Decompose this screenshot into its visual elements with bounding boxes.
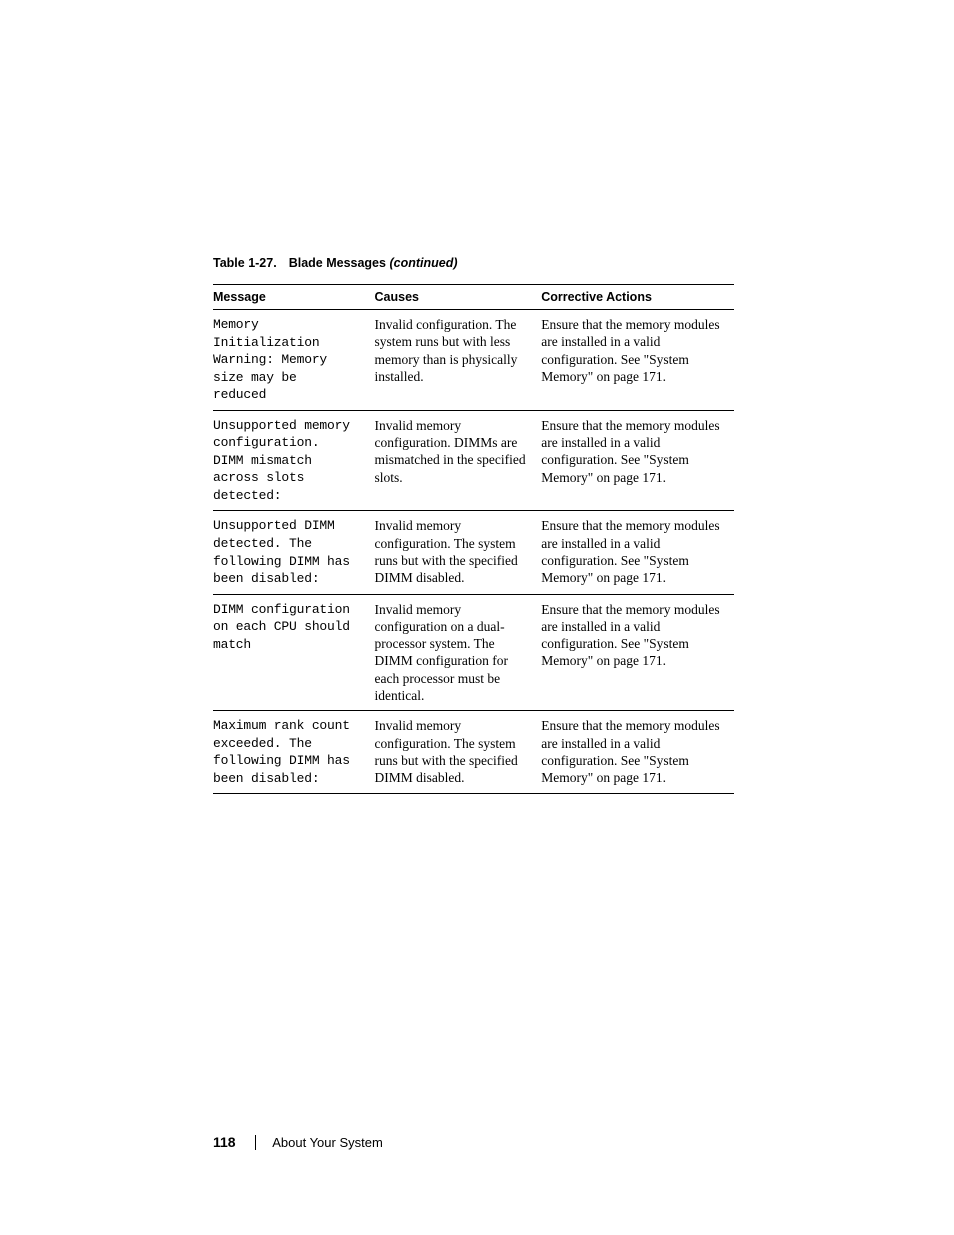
footer-separator [255, 1135, 256, 1150]
cell-cause: Invalid memory configuration. The system… [375, 711, 542, 794]
cell-message: DIMM configuration on each CPU should ma… [213, 594, 375, 711]
header-message: Message [213, 285, 375, 310]
table-row: DIMM configuration on each CPU should ma… [213, 594, 734, 711]
table-header-row: Message Causes Corrective Actions [213, 285, 734, 310]
cell-message: Memory Initialization Warning: Memory si… [213, 310, 375, 411]
cell-action: Ensure that the memory modules are insta… [541, 410, 734, 511]
section-title: About Your System [272, 1135, 383, 1150]
caption-title: Blade Messages [289, 256, 386, 270]
table-row: Unsupported memory configuration. DIMM m… [213, 410, 734, 511]
header-actions: Corrective Actions [541, 285, 734, 310]
cell-cause: Invalid memory configuration on a dual-p… [375, 594, 542, 711]
caption-label: Table 1-27. [213, 256, 277, 270]
table-caption: Table 1-27. Blade Messages (continued) [213, 256, 734, 270]
table-row: Maximum rank count exceeded. The followi… [213, 711, 734, 794]
cell-cause: Invalid configuration. The system runs b… [375, 310, 542, 411]
table-row: Unsupported DIMM detected. The following… [213, 511, 734, 594]
cell-cause: Invalid memory configuration. The system… [375, 511, 542, 594]
cell-action: Ensure that the memory modules are insta… [541, 594, 734, 711]
cell-message: Unsupported DIMM detected. The following… [213, 511, 375, 594]
table-row: Memory Initialization Warning: Memory si… [213, 310, 734, 411]
cell-action: Ensure that the memory modules are insta… [541, 711, 734, 794]
caption-continued: (continued) [389, 256, 457, 270]
cell-cause: Invalid memory configuration. DIMMs are … [375, 410, 542, 511]
messages-table: Message Causes Corrective Actions Memory… [213, 284, 734, 794]
page-footer: 118 About Your System [213, 1134, 383, 1150]
cell-action: Ensure that the memory modules are insta… [541, 310, 734, 411]
cell-message: Maximum rank count exceeded. The followi… [213, 711, 375, 794]
page-content: Table 1-27. Blade Messages (continued) Me… [0, 0, 954, 794]
header-causes: Causes [375, 285, 542, 310]
cell-action: Ensure that the memory modules are insta… [541, 511, 734, 594]
page-number: 118 [213, 1134, 236, 1150]
cell-message: Unsupported memory configuration. DIMM m… [213, 410, 375, 511]
